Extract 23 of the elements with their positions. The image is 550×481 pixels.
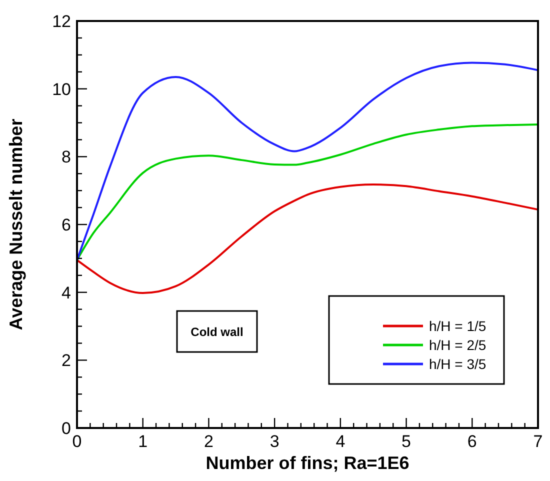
x-tick-label: 3	[270, 432, 280, 451]
legend-label: h/H = 3/5	[429, 356, 486, 372]
x-tick-label: 5	[402, 432, 412, 451]
x-tick-label: 2	[204, 432, 214, 451]
x-tick-label: 4	[336, 432, 346, 451]
legend-label: h/H = 2/5	[429, 336, 486, 353]
annotation: Cold wall	[190, 325, 244, 340]
y-tick-label: 10	[52, 80, 71, 99]
y-tick-label: 8	[62, 148, 71, 167]
line-series	[76, 183, 539, 294]
y-axis-title: Average Nusselt number	[6, 118, 26, 330]
x-tick-label: 7	[533, 432, 543, 451]
y-tick-label: 6	[62, 215, 71, 234]
y-tick-label: 12	[52, 12, 71, 31]
y-tick-label: 2	[62, 351, 71, 370]
y-tick-label: 0	[62, 418, 71, 438]
legend-label: h/H = 1/5	[429, 318, 486, 334]
line-series	[76, 123, 539, 262]
x-axis-title: Number of fins; Ra=1E6	[206, 453, 410, 473]
x-tick-label: 6	[467, 432, 477, 451]
line-series	[76, 62, 539, 262]
x-tick-label: 1	[138, 432, 148, 451]
y-tick-label: 4	[62, 283, 71, 302]
